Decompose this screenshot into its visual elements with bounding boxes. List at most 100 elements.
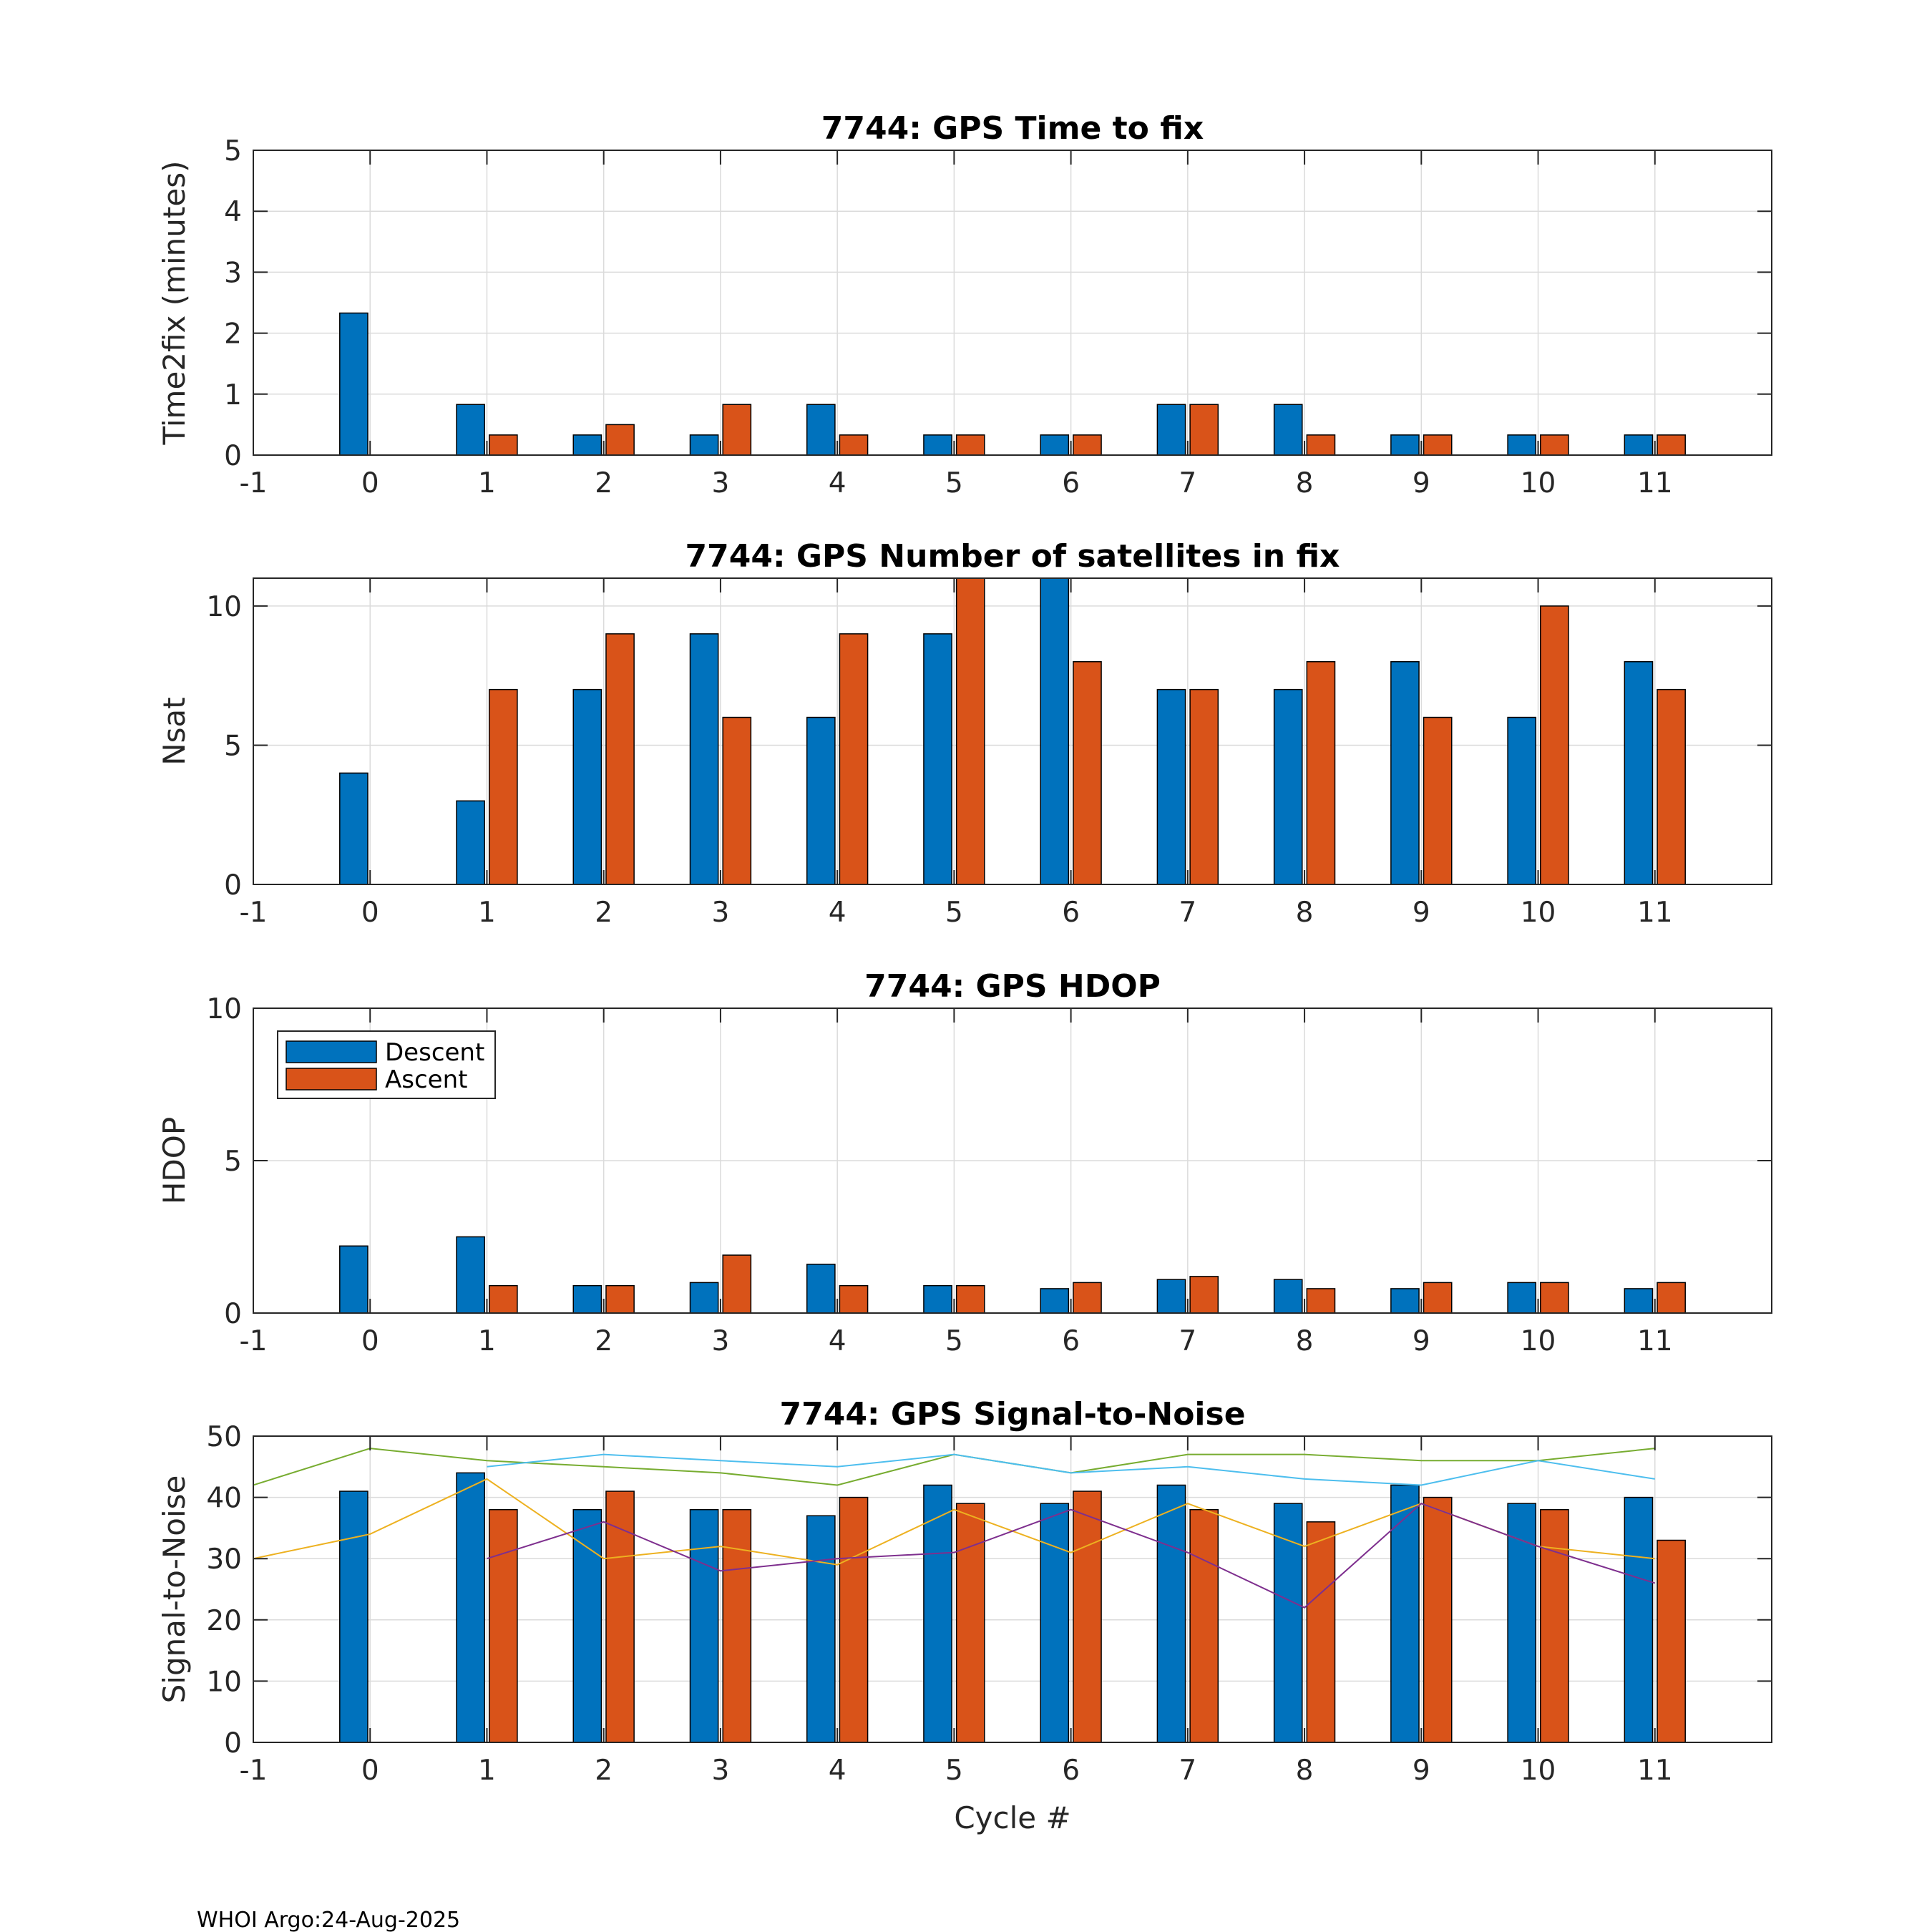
descent-bar — [572, 688, 602, 885]
ascent-bar — [1189, 1508, 1219, 1743]
x-tick-label: 9 — [1413, 467, 1430, 499]
x-tick-label: 2 — [595, 1325, 613, 1357]
descent-bar — [806, 716, 836, 885]
ascent-bar — [1073, 1282, 1102, 1314]
descent-bar — [1624, 660, 1654, 885]
x-tick-label: 0 — [361, 1325, 379, 1357]
x-tick-label: 5 — [945, 897, 963, 929]
ascent-bar — [955, 434, 985, 456]
y-tick-label: 50 — [206, 1421, 242, 1453]
x-tick-label: -1 — [240, 1755, 268, 1787]
descent-bar — [1273, 688, 1303, 885]
ascent-bar — [1423, 1496, 1453, 1743]
ascent-bar — [955, 1503, 985, 1743]
descent-bar — [689, 633, 719, 885]
x-tick-label: 4 — [829, 1325, 847, 1357]
descent-bar — [456, 1236, 485, 1314]
x-tick-label: 0 — [361, 1755, 379, 1787]
ascent-bar — [1657, 1539, 1686, 1743]
x-tick-label: 6 — [1062, 1325, 1080, 1357]
ascent-bar — [488, 434, 518, 456]
x-tick-label: 7 — [1179, 1755, 1196, 1787]
y-tick-label: 20 — [206, 1605, 242, 1637]
x-tick-label: 11 — [1637, 1755, 1673, 1787]
chart-title: 7744: GPS HDOP — [864, 968, 1161, 1005]
y-tick-label: 40 — [206, 1483, 242, 1515]
descent-bar — [806, 1264, 836, 1314]
descent-bar — [1507, 1503, 1537, 1743]
descent-bar — [1273, 1503, 1303, 1743]
ascent-bar — [1423, 1282, 1453, 1314]
x-tick-label: 8 — [1296, 1325, 1314, 1357]
x-tick-label: 2 — [595, 897, 613, 929]
descent-bar — [339, 772, 369, 885]
x-tick-label: 2 — [595, 1755, 613, 1787]
ascent-bar — [605, 424, 635, 456]
descent-bar — [572, 1284, 602, 1314]
x-tick-label: 8 — [1296, 467, 1314, 499]
x-tick-label: 11 — [1637, 1325, 1673, 1357]
x-tick-label: -1 — [240, 467, 268, 499]
descent-bar — [806, 1515, 836, 1743]
ascent-bar — [488, 1284, 518, 1314]
x-tick-label: 1 — [478, 1755, 496, 1787]
legend-ascent-label: Ascent — [385, 1065, 467, 1094]
ascent-bar — [1189, 404, 1219, 456]
x-tick-label: 1 — [478, 467, 496, 499]
ascent-bar — [722, 1254, 752, 1314]
ascent-bar — [722, 404, 752, 456]
ascent-bar — [955, 1284, 985, 1314]
y-tick-label: 5 — [224, 730, 242, 762]
ascent-bar — [839, 434, 869, 456]
y-axis-label: Time2fix (minutes) — [157, 161, 192, 446]
y-tick-label: 0 — [224, 869, 242, 902]
descent-bar — [1273, 404, 1303, 456]
descent-bar — [1040, 577, 1070, 885]
x-tick-label: 5 — [945, 1755, 963, 1787]
ascent-bar — [1540, 1508, 1569, 1743]
y-tick-label: 0 — [224, 440, 242, 472]
descent-bar — [1156, 1279, 1186, 1314]
x-tick-label: 8 — [1296, 1755, 1314, 1787]
ascent-bar — [1306, 1521, 1336, 1743]
descent-bar — [1507, 1282, 1537, 1314]
ascent-bar — [1657, 434, 1686, 456]
x-tick-label: 8 — [1296, 897, 1314, 929]
ascent-bar — [605, 1284, 635, 1314]
x-tick-label: 10 — [1521, 467, 1556, 499]
axes-box — [253, 150, 1772, 456]
x-tick-label: 4 — [829, 467, 847, 499]
y-tick-label: 10 — [206, 993, 242, 1025]
ascent-bar — [1189, 688, 1219, 885]
descent-bar — [1390, 660, 1420, 885]
descent-bar — [1040, 434, 1070, 456]
x-tick-label: 0 — [361, 467, 379, 499]
y-axis-label: Nsat — [157, 697, 192, 766]
descent-bar — [1273, 1279, 1303, 1314]
ascent-bar — [605, 633, 635, 885]
descent-bar — [456, 800, 485, 885]
descent-bar — [1624, 1496, 1654, 1743]
x-tick-label: -1 — [240, 1325, 268, 1357]
ascent-bar — [1189, 1276, 1219, 1314]
descent-bar — [572, 434, 602, 456]
descent-bar — [689, 1508, 719, 1743]
descent-bar — [1040, 1288, 1070, 1314]
ascent-bar — [1540, 1282, 1569, 1314]
y-axis-label: Signal-to-Noise — [157, 1475, 192, 1704]
descent-bar — [1156, 404, 1186, 456]
x-tick-label: 11 — [1637, 467, 1673, 499]
ascent-bar — [1306, 660, 1336, 885]
x-tick-label: 6 — [1062, 1755, 1080, 1787]
x-tick-label: 9 — [1413, 1755, 1430, 1787]
y-tick-label: 10 — [206, 1666, 242, 1698]
x-tick-label: 10 — [1521, 1325, 1556, 1357]
y-tick-label: 3 — [224, 257, 242, 289]
descent-bar — [339, 1245, 369, 1314]
